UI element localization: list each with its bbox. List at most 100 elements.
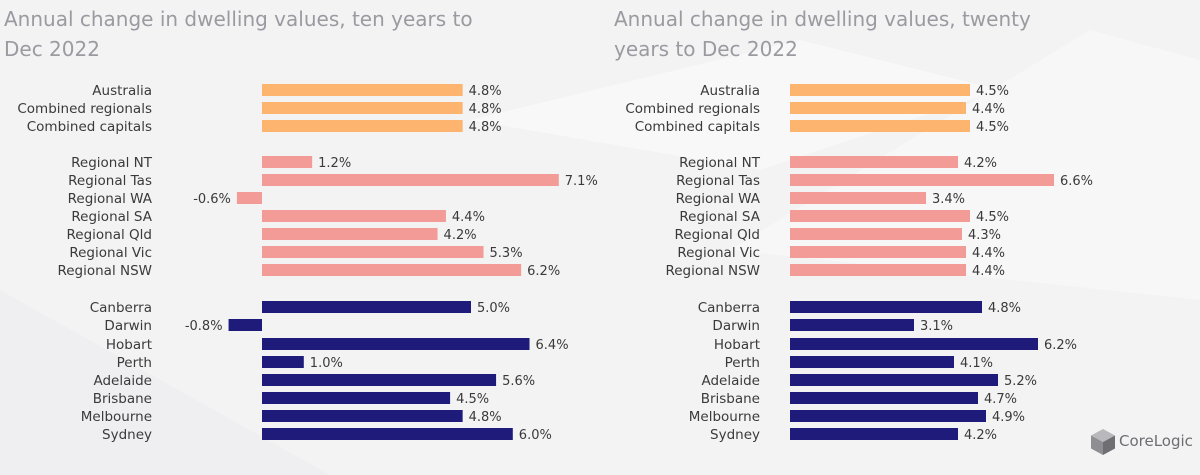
- category-label: Canberra: [90, 300, 152, 316]
- value-label: 4.7%: [984, 392, 1017, 407]
- value-label: 4.3%: [968, 228, 1001, 243]
- bar-chart-ten-years: Australia 4.8% Combined regionals 4.8% Combi…: [17, 83, 598, 443]
- category-label: Combined regionals: [625, 101, 760, 117]
- bar: [790, 264, 966, 276]
- value-label: 4.8%: [469, 410, 502, 425]
- bar: [262, 410, 463, 422]
- value-label: 3.1%: [920, 319, 953, 334]
- category-label: Darwin: [104, 318, 152, 334]
- value-label: 4.5%: [976, 210, 1009, 225]
- category-label: Regional NSW: [57, 263, 152, 279]
- value-label: 6.2%: [527, 264, 560, 279]
- bar: [790, 374, 998, 386]
- bar: [262, 84, 463, 96]
- category-label: Perth: [117, 355, 152, 371]
- bar: [790, 156, 958, 168]
- value-label: 4.8%: [988, 301, 1021, 316]
- bar: [262, 428, 513, 440]
- category-label: Darwin: [712, 318, 760, 334]
- cube-logo-icon: [1091, 429, 1115, 455]
- category-label: Regional SA: [679, 209, 760, 225]
- bar: [790, 84, 970, 96]
- bar: [262, 174, 559, 186]
- category-label: Combined regionals: [17, 101, 152, 117]
- value-label: 6.4%: [536, 338, 569, 353]
- value-label: 6.2%: [1044, 338, 1077, 353]
- category-label: Regional WA: [68, 191, 153, 207]
- bar: [262, 264, 522, 276]
- category-label: Combined capitals: [635, 119, 760, 135]
- value-label: -0.8%: [185, 319, 223, 334]
- category-label: Sydney: [102, 427, 152, 443]
- chart-title-twenty-years: Annual change in dwelling values, twenty…: [614, 7, 1031, 61]
- value-label: 3.4%: [932, 192, 965, 207]
- value-label: 4.8%: [469, 102, 502, 117]
- bar: [262, 246, 484, 258]
- value-label: 6.6%: [1060, 174, 1093, 189]
- bar: [790, 410, 986, 422]
- value-label: 4.9%: [992, 410, 1025, 425]
- value-label: 4.2%: [444, 228, 477, 243]
- value-label: 4.4%: [972, 264, 1005, 279]
- category-label: Brisbane: [93, 391, 152, 407]
- bar: [262, 356, 304, 368]
- category-label: Sydney: [710, 427, 760, 443]
- bar: [228, 319, 262, 331]
- category-label: Regional SA: [71, 209, 152, 225]
- value-label: 4.2%: [964, 428, 997, 443]
- bar: [790, 102, 966, 114]
- bar: [790, 319, 914, 331]
- bar: [790, 428, 958, 440]
- value-label: 4.4%: [972, 246, 1005, 261]
- value-label: 6.0%: [519, 428, 552, 443]
- category-label: Regional NT: [679, 155, 761, 171]
- bar: [790, 120, 970, 132]
- value-label: 4.5%: [976, 84, 1009, 99]
- bar: [262, 228, 438, 240]
- category-label: Hobart: [106, 337, 152, 353]
- chart-title-ten-years: Annual change in dwelling values, ten ye…: [4, 7, 473, 61]
- bar: [790, 228, 962, 240]
- category-label: Combined capitals: [27, 119, 152, 135]
- category-label: Adelaide: [701, 373, 760, 389]
- bar: [262, 156, 313, 168]
- value-label: 4.8%: [469, 120, 502, 135]
- bar: [790, 210, 970, 222]
- bar: [790, 392, 978, 404]
- bar: [790, 301, 982, 313]
- category-label: Canberra: [698, 300, 760, 316]
- bar: [262, 210, 446, 222]
- category-label: Melbourne: [81, 409, 152, 425]
- category-label: Regional Qld: [675, 227, 760, 243]
- bar: [262, 102, 463, 114]
- category-label: Brisbane: [701, 391, 760, 407]
- category-label: Regional Vic: [69, 245, 152, 261]
- value-label: 5.2%: [1004, 374, 1037, 389]
- category-label: Hobart: [714, 337, 760, 353]
- bar: [262, 120, 463, 132]
- bar: [790, 192, 926, 204]
- category-label: Australia: [700, 83, 760, 99]
- category-label: Perth: [725, 355, 760, 371]
- category-label: Australia: [92, 83, 152, 99]
- bar: [790, 338, 1038, 350]
- bar: [262, 301, 471, 313]
- value-label: 7.1%: [565, 174, 598, 189]
- value-label: 5.3%: [490, 246, 523, 261]
- category-label: Regional NT: [71, 155, 153, 171]
- bar: [790, 356, 954, 368]
- bar: [790, 174, 1054, 186]
- category-label: Adelaide: [93, 373, 152, 389]
- value-label: 5.6%: [502, 374, 535, 389]
- bar: [790, 246, 966, 258]
- value-label: 4.8%: [469, 84, 502, 99]
- brand-name: CoreLogic: [1119, 432, 1193, 450]
- category-label: Regional NSW: [665, 263, 760, 279]
- category-label: Regional Tas: [68, 173, 152, 189]
- value-label: 1.2%: [318, 156, 351, 171]
- bar: [262, 374, 497, 386]
- value-label: -0.6%: [193, 192, 231, 207]
- value-label: 5.0%: [477, 301, 510, 316]
- value-label: 1.0%: [310, 356, 343, 371]
- value-label: 4.4%: [972, 102, 1005, 117]
